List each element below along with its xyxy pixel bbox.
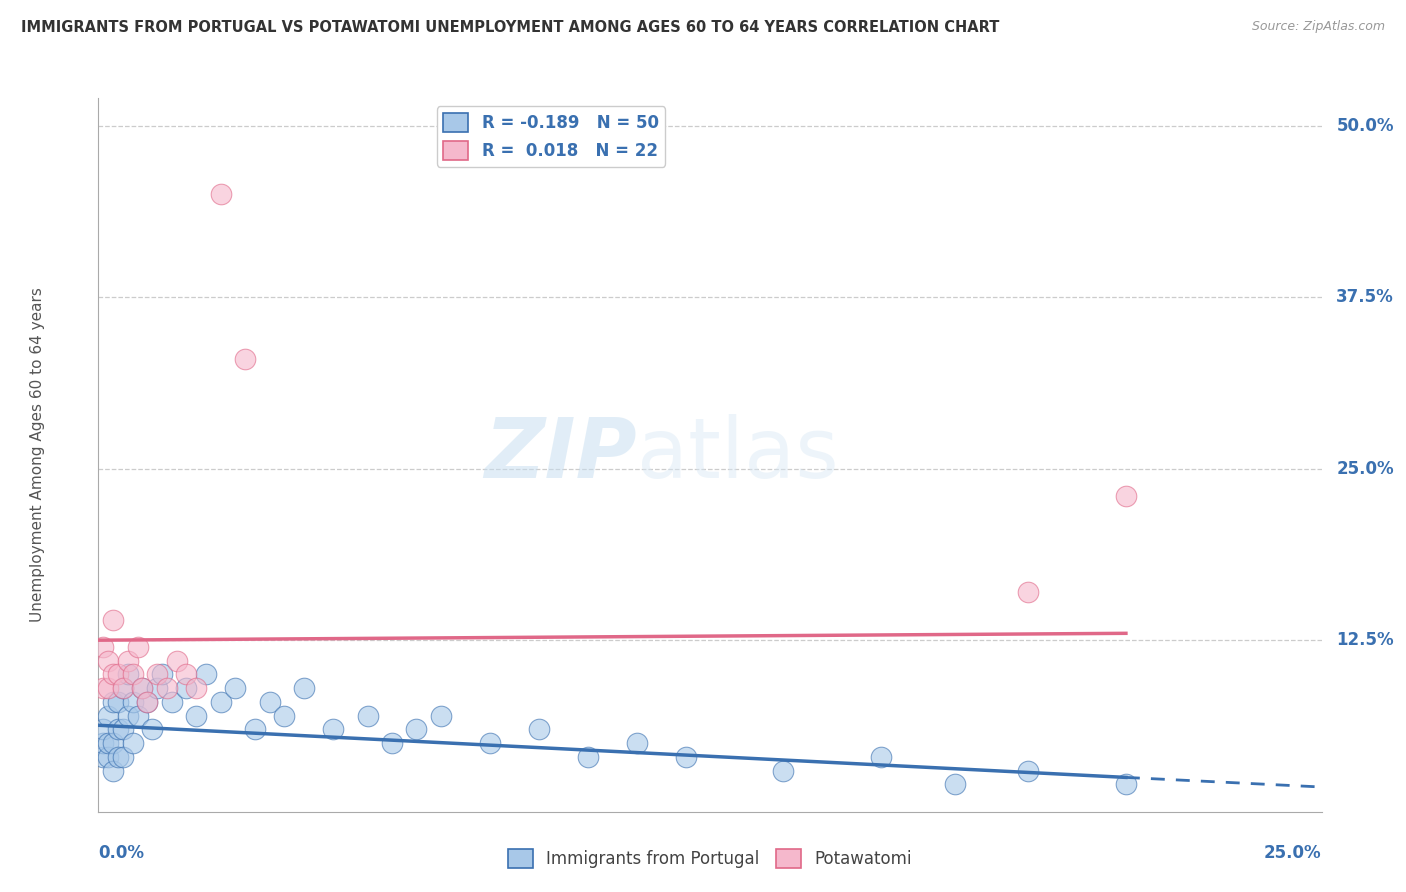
Point (107, 723, 129, 737)
Point (97, 749, 120, 764)
Legend: Immigrants from Portugal, Potawatomi: Immigrants from Portugal, Potawatomi (502, 842, 918, 875)
Point (292, 681, 315, 696)
Point (97, 708, 120, 723)
Point (107, 667, 129, 681)
Point (576, 749, 599, 764)
Point (870, 749, 893, 764)
Point (626, 736, 648, 750)
Point (1017, 585, 1039, 599)
Point (478, 736, 501, 750)
Text: 25.0%: 25.0% (1336, 459, 1393, 477)
Point (195, 667, 218, 681)
Point (176, 667, 198, 681)
Point (943, 777, 966, 791)
Point (117, 667, 139, 681)
Point (141, 723, 163, 737)
Point (166, 654, 188, 668)
Point (101, 695, 124, 709)
Point (233, 351, 256, 366)
Point (97, 654, 120, 668)
Point (224, 681, 246, 696)
Point (186, 708, 208, 723)
Point (772, 764, 794, 778)
Text: 0.0%: 0.0% (98, 844, 145, 862)
Text: 37.5%: 37.5% (1336, 288, 1395, 306)
Point (1017, 764, 1039, 778)
Point (111, 723, 134, 737)
Point (121, 736, 143, 750)
Point (259, 695, 281, 709)
Text: 12.5%: 12.5% (1336, 632, 1393, 649)
Point (209, 187, 232, 202)
Text: 25.0%: 25.0% (1264, 844, 1322, 862)
Point (136, 695, 159, 709)
Point (356, 708, 378, 723)
Point (176, 681, 198, 696)
Point (186, 681, 208, 696)
Point (91, 749, 114, 764)
Point (117, 708, 139, 723)
Point (136, 695, 159, 709)
Point (381, 736, 404, 750)
Point (131, 681, 153, 696)
Point (111, 681, 134, 696)
Point (91, 736, 114, 750)
Point (156, 681, 179, 696)
Point (127, 640, 149, 654)
Point (322, 723, 344, 737)
Point (97, 681, 120, 696)
Point (675, 749, 697, 764)
Point (121, 667, 143, 681)
Point (131, 681, 153, 696)
Point (430, 708, 453, 723)
Text: ZIP: ZIP (484, 415, 637, 495)
Text: atlas: atlas (637, 415, 838, 495)
Point (146, 681, 169, 696)
Point (101, 667, 124, 681)
Point (101, 764, 124, 778)
Point (405, 723, 427, 737)
Point (243, 723, 266, 737)
Text: IMMIGRANTS FROM PORTUGAL VS POTAWATOMI UNEMPLOYMENT AMONG AGES 60 TO 64 YEARS CO: IMMIGRANTS FROM PORTUGAL VS POTAWATOMI U… (21, 20, 1000, 35)
Point (117, 654, 139, 668)
Point (111, 749, 134, 764)
Point (101, 736, 124, 750)
Point (146, 667, 169, 681)
Point (1115, 777, 1137, 791)
Point (101, 613, 124, 627)
Text: Source: ZipAtlas.com: Source: ZipAtlas.com (1251, 20, 1385, 33)
Point (1115, 489, 1137, 503)
Point (150, 667, 173, 681)
Point (121, 695, 143, 709)
Point (209, 695, 232, 709)
Point (91, 681, 114, 696)
Point (160, 695, 183, 709)
Point (91, 723, 114, 737)
Point (91, 640, 114, 654)
Point (107, 695, 129, 709)
Text: 50.0%: 50.0% (1336, 117, 1393, 135)
Point (273, 708, 295, 723)
Text: Unemployment Among Ages 60 to 64 years: Unemployment Among Ages 60 to 64 years (30, 287, 45, 623)
Point (107, 749, 129, 764)
Point (127, 708, 149, 723)
Point (527, 723, 550, 737)
Point (111, 681, 134, 696)
Point (97, 736, 120, 750)
